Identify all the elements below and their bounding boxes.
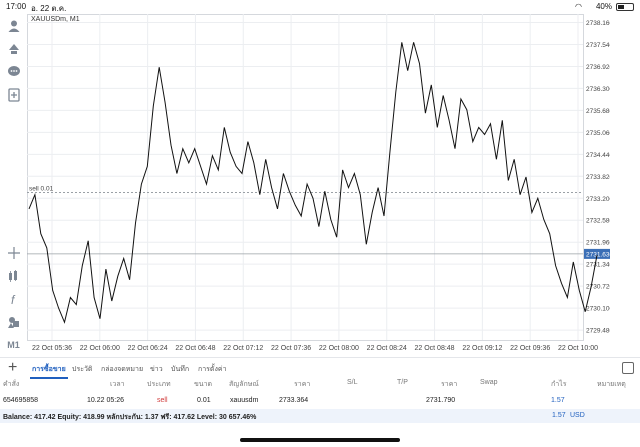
price-label: 2736.920 [586,64,610,71]
price-label: 2736.300 [586,86,610,93]
home-indicator[interactable] [240,438,400,442]
status-bar: 17:00 อ. 22 ต.ค. ◠ 40% [0,0,640,14]
total-profit: 1.57 [552,412,566,419]
order-id: 654695858 [3,397,39,404]
order-symbol: xauusdm [230,397,259,404]
header-open-price: ราคา [294,381,311,388]
current-price-value: 2731.630 [586,251,610,258]
header-time: เวลา [110,381,125,388]
price-label: 2730.100 [586,306,610,313]
price-label: 2730.720 [586,284,610,291]
order-open-price: 2733.364 [279,397,309,404]
time-label: 22 Oct 09:12 [462,345,502,352]
battery-percent: 40% [595,2,612,11]
price-series-line [28,42,598,324]
expand-panel-icon[interactable] [622,362,634,374]
chat-icon[interactable] [4,62,23,81]
header-type: ประเภท [147,381,171,388]
new-order-icon[interactable] [4,85,23,104]
price-label: 2729.480 [586,328,610,335]
price-label: 2735.680 [586,108,610,115]
price-chart[interactable]: 22 Oct 05:36 22 Oct 06:00 22 Oct 06:24 22 O… [27,14,613,354]
header-size: ขนาด [194,381,213,388]
time-label: 22 Oct 07:12 [223,345,263,352]
tab-trade[interactable]: การซื้อขาย [32,366,66,373]
tab-settings[interactable]: การตั้งค่า [198,366,227,373]
add-icon[interactable]: + [8,359,18,376]
balance-summary: Balance: 417.42 Equity: 418.99 หลักประกั… [3,414,257,421]
price-label: 2731.340 [586,262,610,269]
header-comment: หมายเหตุ [597,381,626,388]
time-label: 22 Oct 06:48 [175,345,215,352]
time-label: 22 Oct 05:36 [32,345,72,352]
price-label: 2737.540 [586,42,610,49]
price-label: 2733.820 [586,174,610,181]
time-label: 22 Oct 06:00 [80,345,120,352]
order-type: sell [157,397,168,404]
battery-icon [616,3,634,11]
time-label: 22 Oct 06:24 [128,345,168,352]
order-size: 0.01 [197,397,211,404]
time-label: 22 Oct 10:00 [558,345,598,352]
order-current-price: 2731.790 [426,397,456,404]
chart-symbol: XAUUSDm, M1 [31,16,80,23]
status-time: 17:00 [6,2,27,11]
indicators-icon[interactable] [4,266,23,285]
active-tab-indicator [30,377,68,379]
tab-news[interactable]: ข่าว [150,366,163,373]
price-label: 2733.200 [586,196,610,203]
price-label: 2738.160 [586,20,610,27]
time-label: 22 Oct 08:24 [367,345,407,352]
chart-svg: 22 Oct 05:36 22 Oct 06:00 22 Oct 06:24 22 O… [27,14,613,352]
currency: USD [570,412,585,419]
time-label: 22 Oct 09:36 [510,345,550,352]
header-symbol: สัญลักษณ์ [229,381,259,388]
balance-bar: Balance: 417.42 Equity: 418.99 หลักประกั… [0,409,640,423]
header-swap: Swap [480,379,498,386]
time-label: 22 Oct 07:36 [271,345,311,352]
sell-level-label: sell 0.01 [29,185,54,192]
header-order: คำสั่ง [3,381,20,388]
crosshair-icon[interactable] [4,243,23,262]
trade-icon[interactable] [4,39,23,58]
function-icon[interactable]: f [4,289,23,308]
bottom-tab-bar: + การซื้อขาย ประวัติ กล่องจดหมาย ข่าว บั… [0,357,640,379]
wifi-icon: ◠ [575,2,582,11]
account-icon[interactable] [4,16,23,35]
order-profit: 1.57 [551,397,565,404]
order-time: 10.22 05:26 [87,397,124,404]
header-current-price: ราคา [441,381,458,388]
price-label: 2734.440 [586,152,610,159]
timeframe-m1-button[interactable]: M1 [7,339,20,350]
tab-history[interactable]: ประวัติ [72,366,93,373]
time-label: 22 Oct 08:00 [319,345,359,352]
objects-icon[interactable] [4,312,23,331]
status-date: อ. 22 ต.ค. [31,4,67,13]
tab-journal[interactable]: บันทึก [171,366,190,373]
header-profit: กำไร [551,381,567,388]
header-tp: T/P [397,379,408,386]
tab-mailbox[interactable]: กล่องจดหมาย [101,366,144,373]
left-toolbar: f M1 [0,14,27,354]
current-price-tag [584,248,610,259]
plot-frame [27,14,584,341]
price-label: 2732.580 [586,218,610,225]
header-sl: S/L [347,379,358,386]
price-label: 2735.060 [586,130,610,137]
svg-text:f: f [11,293,16,306]
price-label: 2731.960 [586,240,610,247]
time-label: 22 Oct 08:48 [414,345,454,352]
